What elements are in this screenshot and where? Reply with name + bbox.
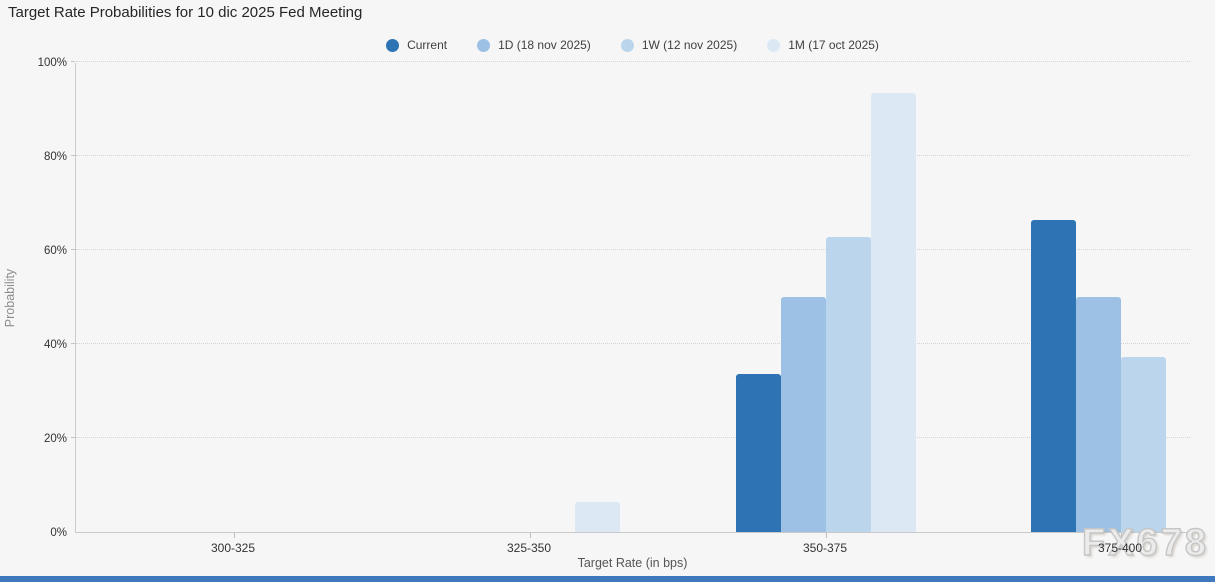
legend-dot-icon (477, 38, 491, 52)
legend-item-label: 1M (17 oct 2025) (788, 38, 879, 52)
x-tick-label-350-375: 350-375 (802, 541, 848, 555)
x-tick-mark (234, 533, 235, 538)
bar-1w-350-375[interactable] (826, 237, 871, 532)
x-tick-label-325-350: 325-350 (506, 541, 552, 555)
gridline-60% (76, 249, 1190, 250)
gridline-100% (76, 61, 1190, 62)
bar-1d-350-375[interactable] (781, 297, 826, 532)
y-axis-title: Probability (3, 268, 17, 328)
bar-1w-375-400[interactable] (1121, 357, 1166, 532)
legend-item-label: 1D (18 nov 2025) (498, 38, 591, 52)
y-tick-mark (71, 61, 75, 62)
bar-current-350-375[interactable] (736, 374, 781, 532)
x-tick-mark (1121, 533, 1122, 538)
legend-item-1w[interactable]: 1W (12 nov 2025) (620, 38, 738, 52)
plot-area (71, 61, 1190, 538)
legend-item-current[interactable]: Current (386, 38, 447, 52)
x-axis-title: Target Rate (in bps) (577, 556, 688, 570)
y-tick-label: 40% (43, 339, 67, 351)
y-tick-mark (71, 343, 75, 344)
x-tick-label-300-325: 300-325 (210, 541, 256, 555)
y-tick-label: 80% (43, 151, 67, 163)
gridline-40% (76, 343, 1190, 344)
y-tick-label: 100% (37, 57, 67, 69)
legend: Current 1D (18 nov 2025) 1W (12 nov 2025) 1… (75, 36, 1190, 54)
bar-current-375-400[interactable] (1031, 220, 1076, 532)
x-tick-mark (826, 533, 827, 538)
y-tick-label: 60% (43, 245, 67, 257)
gridline-20% (76, 437, 1190, 438)
legend-item-label: 1W (12 nov 2025) (641, 38, 738, 52)
legend-item-1d[interactable]: 1D (18 nov 2025) (477, 38, 591, 52)
x-tick-label-375-400: 375-400 (1097, 541, 1143, 555)
y-tick-mark (71, 155, 75, 156)
watermark: FX678 (1081, 521, 1209, 564)
y-tick-mark (71, 437, 75, 438)
legend-dot-icon (386, 38, 400, 52)
x-tick-mark (530, 533, 531, 538)
gridline-80% (76, 155, 1190, 156)
chart-title: Target Rate Probabilities for 10 dic 202… (8, 4, 363, 21)
y-tick-label: 20% (43, 433, 67, 445)
legend-dot-icon (767, 38, 781, 52)
bar-1m-325-350[interactable] (575, 502, 620, 532)
bar-1m-350-375[interactable] (871, 93, 916, 532)
bar-1d-375-400[interactable] (1076, 297, 1121, 532)
y-tick-label: 0% (50, 527, 67, 539)
legend-item-1m[interactable]: 1M (17 oct 2025) (767, 38, 879, 52)
footer-strip (0, 576, 1215, 582)
legend-item-label: Current (407, 38, 448, 52)
y-tick-mark (71, 249, 75, 250)
legend-dot-icon (620, 38, 634, 52)
